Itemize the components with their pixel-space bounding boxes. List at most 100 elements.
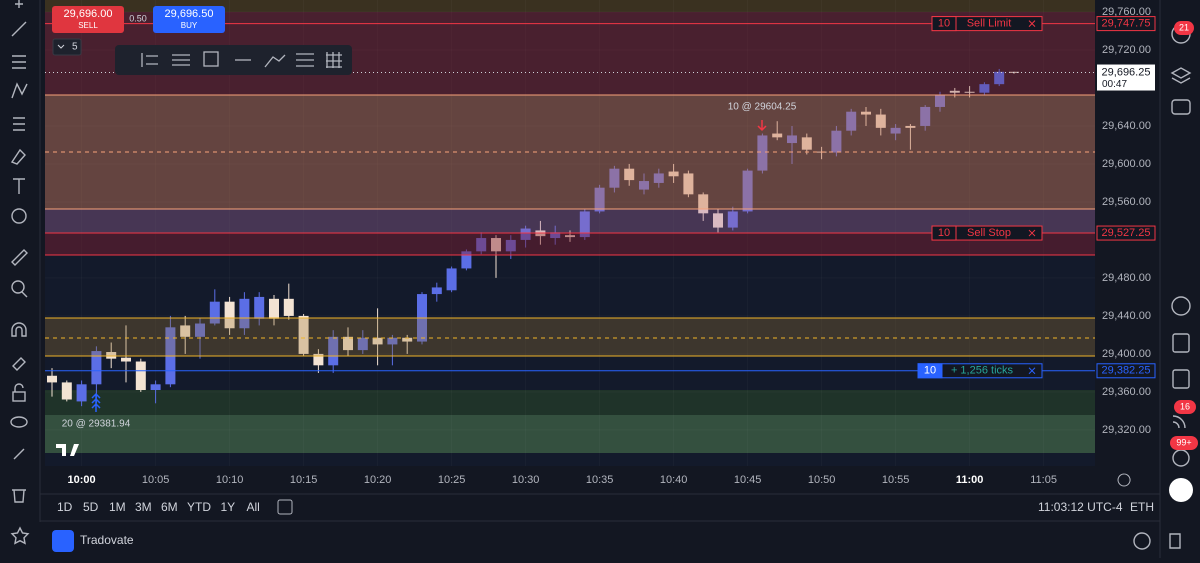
candle-body	[298, 315, 309, 354]
order-close[interactable]	[1028, 367, 1036, 375]
quantity: 5	[72, 42, 78, 53]
candle-body	[653, 173, 664, 183]
range-button[interactable]: All	[247, 500, 260, 514]
candle-body	[224, 301, 235, 329]
candle-body	[624, 168, 635, 181]
candle-body	[357, 337, 368, 351]
price-tag-label: 29,527.25	[1102, 227, 1151, 239]
y-tick-label: 29,640.00	[1102, 120, 1151, 132]
range-button[interactable]: 6M	[161, 500, 178, 514]
candle-body	[283, 298, 294, 316]
candle-body	[269, 298, 279, 319]
candle-body	[431, 287, 442, 295]
buy-arrow	[91, 392, 101, 412]
candle-body	[328, 336, 339, 366]
candle-body	[609, 168, 620, 188]
candle-body	[579, 211, 590, 238]
x-tick-label: 10:25	[438, 474, 466, 486]
x-tick-label: 10:15	[290, 474, 318, 486]
candle-body	[639, 181, 649, 190]
order-close[interactable]	[1028, 20, 1036, 27]
quantity-toggle[interactable]	[52, 38, 82, 56]
zone	[45, 209, 1095, 233]
buy-button[interactable]	[153, 6, 225, 33]
zone	[45, 318, 1095, 356]
candle-body	[76, 384, 87, 402]
x-tick-label: 10:10	[216, 474, 244, 486]
candle-body	[550, 232, 561, 239]
candle-body	[890, 127, 901, 134]
settings-icon[interactable]	[1117, 473, 1131, 487]
candle-body	[446, 268, 457, 291]
band	[45, 0, 1095, 12]
session: ETH	[1130, 500, 1154, 514]
candle-body	[979, 84, 990, 93]
x-tick-label: 10:45	[734, 474, 762, 486]
candle-body	[713, 213, 723, 228]
candle-body	[150, 384, 161, 391]
countdown: 00:47	[1102, 79, 1127, 90]
x-tick-label: 10:35	[586, 474, 614, 486]
candle-body	[461, 251, 472, 269]
order-text: Sell Limit	[967, 18, 1012, 30]
range-button[interactable]: 1D	[57, 500, 73, 514]
y-tick-label: 29,600.00	[1102, 158, 1151, 170]
order-qty: 10	[924, 365, 936, 377]
order-close[interactable]	[1028, 229, 1036, 237]
range-button[interactable]: 1M	[109, 500, 126, 514]
order-text: + 1,256 ticks	[951, 365, 1014, 377]
order-qty: 10	[938, 18, 950, 30]
candle-body	[520, 228, 531, 240]
price-tag	[1096, 363, 1156, 379]
drawing-toolbar	[115, 45, 352, 75]
watermark-logo	[56, 444, 79, 456]
range-button[interactable]: 5D	[83, 500, 99, 514]
sell-button[interactable]	[52, 6, 124, 33]
badge	[1174, 400, 1196, 414]
app-name: Tradovate	[80, 533, 134, 547]
range-button[interactable]: 3M	[135, 500, 152, 514]
candle-body	[387, 337, 398, 345]
y-tick-label: 29,360.00	[1102, 386, 1151, 398]
candle-body	[47, 375, 57, 383]
annotation: 20 @ 29381.94	[62, 419, 131, 430]
app-logo	[52, 530, 74, 552]
candle-body	[742, 170, 753, 212]
x-tick-label: 10:20	[364, 474, 392, 486]
zone	[45, 233, 1095, 255]
candle-body	[209, 301, 220, 324]
y-tick-label: 29,560.00	[1102, 196, 1151, 208]
price-tag-label: 29,696.25	[1102, 66, 1151, 78]
order-qty-box	[931, 225, 957, 241]
candle-body	[254, 296, 265, 319]
x-tick-label: 11:05	[1030, 474, 1057, 486]
band	[45, 390, 1095, 415]
candle-body	[757, 135, 768, 171]
left-tools	[10, 0, 30, 545]
candle-body	[343, 336, 353, 351]
candle-body	[905, 125, 916, 128]
candle-body	[91, 351, 102, 385]
x-tick-label: 10:30	[512, 474, 540, 486]
sell-label: SELL	[78, 21, 98, 30]
x-tick-label: 11:00	[956, 474, 984, 486]
candle-body	[994, 71, 1005, 85]
plot	[45, 0, 1095, 466]
range-button[interactable]: YTD	[187, 500, 211, 514]
candle-body	[698, 194, 709, 214]
calendar-icon[interactable]	[277, 499, 293, 515]
price-tag	[1096, 16, 1156, 32]
candle-body	[935, 94, 945, 107]
candle-body	[875, 114, 886, 128]
badge-text: 99+	[1176, 437, 1191, 447]
range-button[interactable]: 1Y	[221, 500, 236, 514]
candle-body	[683, 173, 694, 195]
candle-body	[727, 211, 738, 228]
candle-body	[949, 90, 960, 93]
candle-body	[372, 337, 383, 345]
candle-body	[787, 135, 797, 144]
candle-body	[846, 111, 857, 131]
x-tick-label: 10:40	[660, 474, 688, 486]
